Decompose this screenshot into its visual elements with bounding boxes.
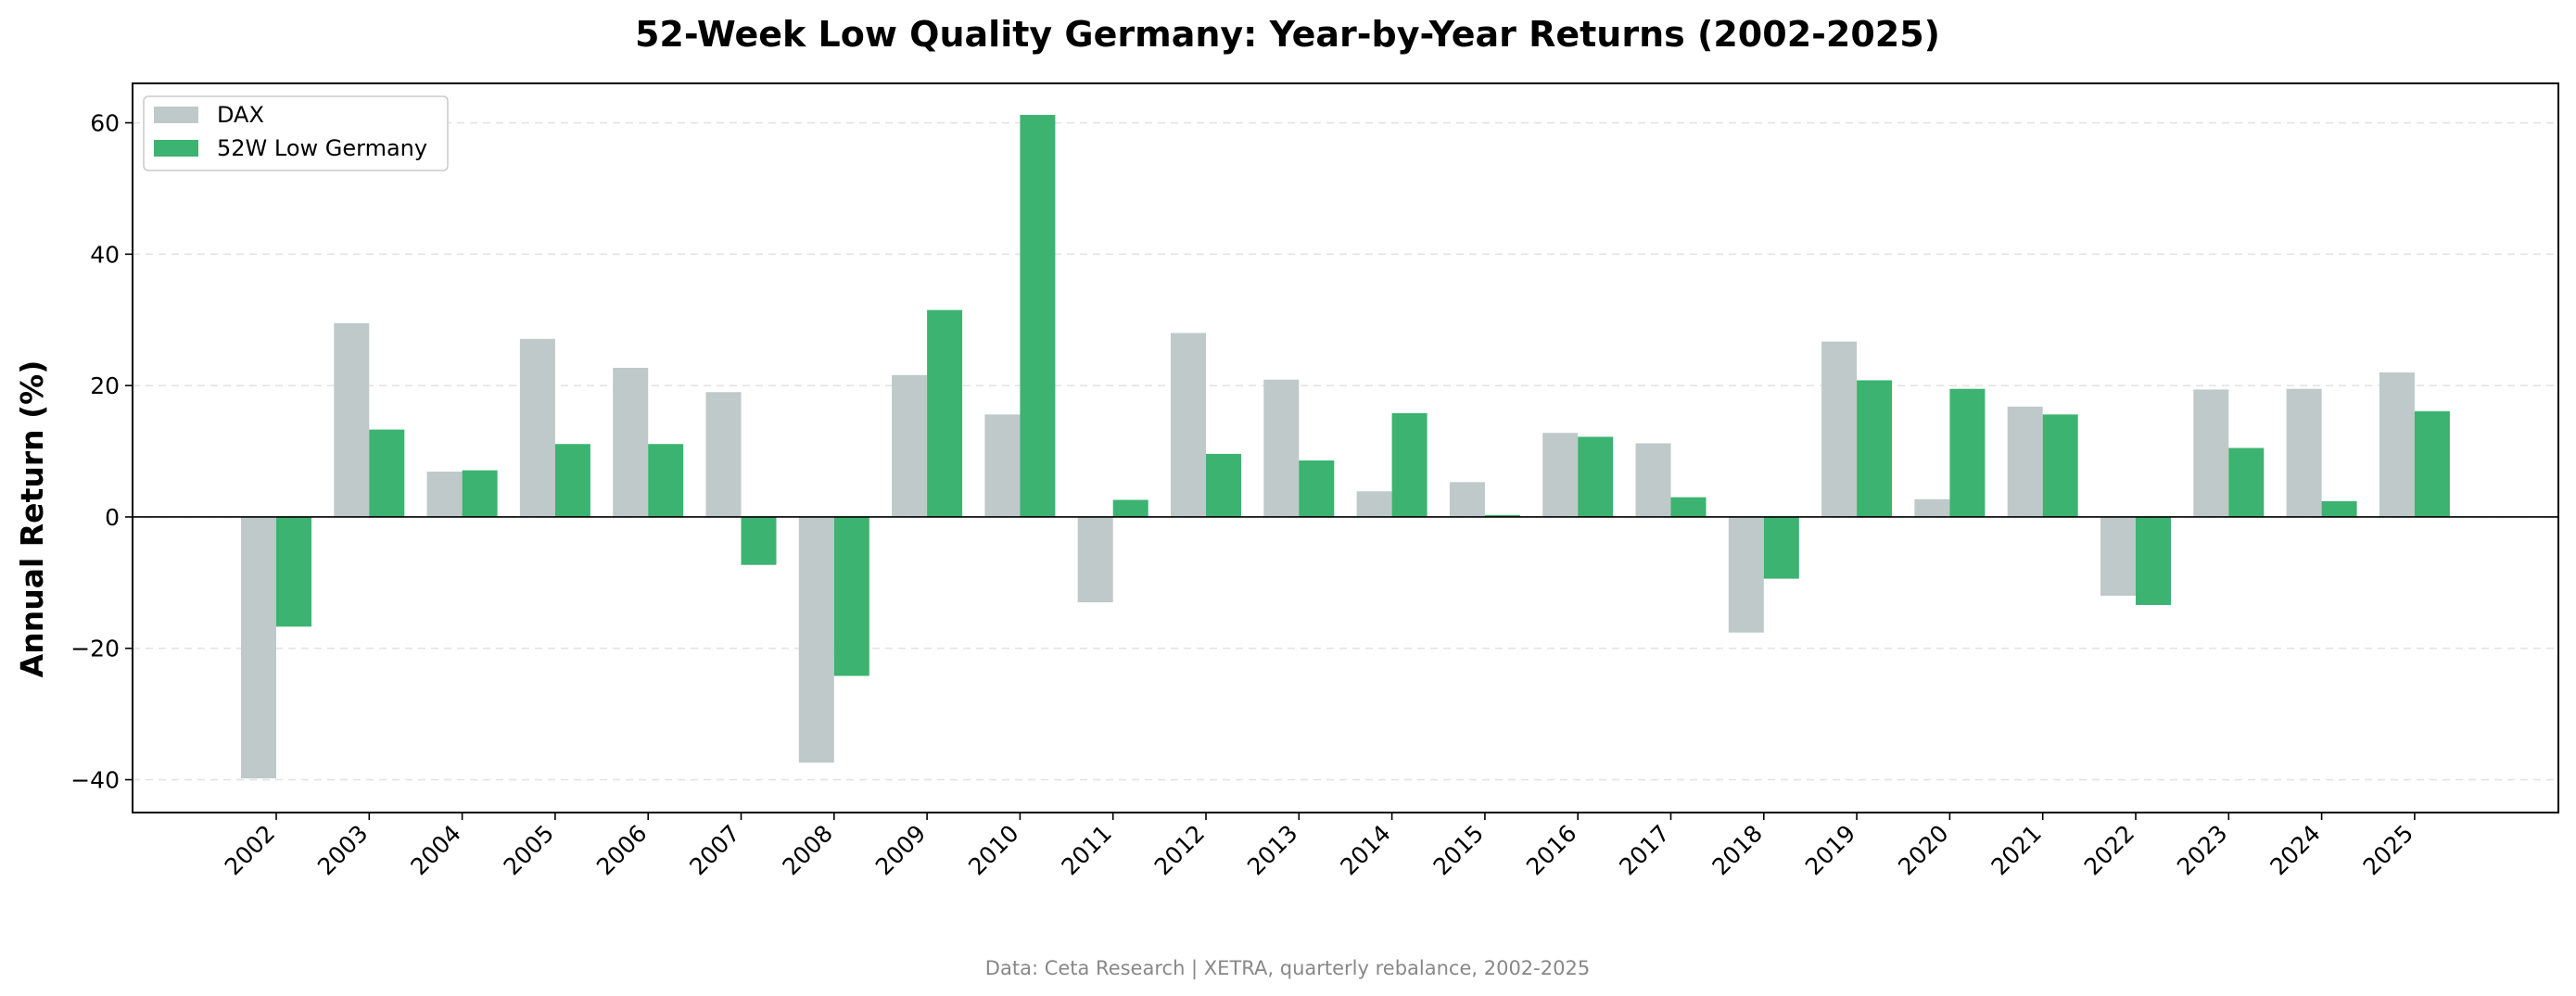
y-tick-label: 20 — [90, 372, 120, 399]
bar-52w-low-2020 — [1949, 388, 1986, 517]
y-tick-label: −20 — [70, 636, 120, 662]
bar-dax-2007 — [705, 392, 742, 517]
bar-52w-low-2023 — [2228, 448, 2265, 517]
bar-dax-2015 — [1449, 482, 1485, 517]
x-tick-label: 2014 — [1335, 820, 1395, 880]
bar-dax-2009 — [892, 374, 928, 517]
chart-title: 52-Week Low Quality Germany: Year-by-Yea… — [635, 14, 1940, 55]
bar-52w-low-2017 — [1670, 497, 1707, 517]
legend-label: DAX — [217, 102, 264, 128]
y-tick-label: −40 — [70, 767, 120, 794]
x-tick-label: 2021 — [1986, 820, 2046, 880]
x-tick-label: 2006 — [591, 820, 652, 880]
bar-dax-2008 — [798, 516, 834, 763]
bar-dax-2020 — [1914, 498, 1950, 517]
x-tick-label: 2015 — [1428, 820, 1489, 880]
footnote: Data: Ceta Research | XETRA, quarterly r… — [985, 957, 1590, 980]
x-tick-label: 2012 — [1149, 820, 1210, 880]
bar-dax-2016 — [1542, 433, 1579, 517]
x-tick-label: 2003 — [312, 820, 373, 880]
bar-dax-2005 — [519, 338, 555, 517]
x-tick-label: 2022 — [2079, 820, 2139, 880]
bar-52w-low-2018 — [1763, 516, 1799, 579]
y-tick-label: 60 — [90, 110, 120, 137]
x-axis: 2002 2003 2004 2005 2006 2007 2008 2009 2010 2011… — [220, 813, 2418, 880]
bar-dax-2025 — [2379, 372, 2415, 517]
bar-dax-2004 — [426, 472, 463, 517]
bar-dax-2017 — [1635, 443, 1671, 517]
x-tick-label: 2011 — [1056, 820, 1116, 880]
bar-52w-low-2016 — [1578, 436, 1614, 517]
bar-dax-2023 — [2193, 389, 2229, 517]
bar-dax-2019 — [1821, 341, 1858, 517]
bar-dax-2010 — [984, 414, 1021, 517]
bar-dax-2012 — [1171, 333, 1206, 517]
legend-box — [143, 95, 449, 171]
bar-52w-low-2024 — [2321, 500, 2357, 517]
bar-dax-2006 — [613, 368, 649, 517]
legend-swatch — [154, 140, 198, 157]
bar-52w-low-2012 — [1206, 453, 1241, 517]
x-tick-label: 2020 — [1893, 820, 1953, 880]
x-tick-label: 2009 — [870, 820, 931, 880]
bar-dax-2002 — [241, 516, 276, 779]
legend-swatch — [154, 107, 198, 123]
legend: DAX 52W Low Germany — [143, 95, 449, 171]
y-tick-label: 0 — [105, 504, 120, 531]
bar-52w-low-2010 — [1020, 115, 1056, 517]
x-tick-label: 2018 — [1707, 820, 1768, 880]
x-tick-label: 2004 — [405, 820, 465, 880]
y-axis: −40 −20 0 20 40 60 — [70, 110, 133, 794]
x-tick-label: 2013 — [1242, 820, 1302, 880]
bar-52w-low-2007 — [741, 516, 777, 565]
bar-dax-2014 — [1356, 491, 1392, 517]
x-tick-label: 2016 — [1521, 820, 1581, 880]
x-tick-label: 2019 — [1800, 820, 1860, 880]
legend-label: 52W Low Germany — [217, 135, 427, 161]
bar-dax-2021 — [2007, 406, 2043, 517]
bar-dax-2011 — [1077, 516, 1113, 603]
x-tick-label: 2010 — [963, 820, 1023, 880]
x-tick-label: 2007 — [684, 820, 744, 880]
bar-52w-low-2002 — [276, 516, 311, 627]
bar-52w-low-2014 — [1391, 412, 1428, 517]
x-tick-label: 2025 — [2358, 820, 2418, 880]
bar-52w-low-2005 — [554, 444, 590, 517]
bar-52w-low-2025 — [2414, 410, 2450, 517]
bar-dax-2003 — [334, 322, 370, 517]
bar-52w-low-2021 — [2042, 414, 2078, 517]
bar-52w-low-2008 — [833, 516, 869, 676]
y-axis-label: Annual Return (%) — [14, 360, 50, 678]
y-tick-label: 40 — [90, 241, 120, 268]
bar-dax-2013 — [1263, 379, 1300, 517]
bar-52w-low-2022 — [2136, 516, 2171, 605]
bar-52w-low-2015 — [1484, 514, 1520, 517]
bar-52w-low-2009 — [927, 309, 963, 517]
bar-52w-low-2006 — [648, 444, 684, 517]
x-tick-label: 2023 — [2172, 820, 2232, 880]
x-tick-label: 2017 — [1614, 820, 1674, 880]
x-tick-label: 2008 — [778, 820, 838, 880]
bar-dax-2024 — [2286, 388, 2322, 517]
bar-52w-low-2004 — [462, 470, 498, 517]
x-tick-label: 2024 — [2265, 820, 2325, 880]
bar-52w-low-2019 — [1857, 380, 1893, 517]
bar-52w-low-2013 — [1299, 460, 1335, 517]
x-tick-label: 2002 — [220, 820, 280, 880]
x-tick-label: 2005 — [499, 820, 559, 880]
plot-frame — [132, 82, 2559, 813]
bar-52w-low-2011 — [1112, 499, 1148, 517]
bar-dax-2018 — [1728, 516, 1764, 633]
bars — [241, 115, 2450, 779]
bar-52w-low-2003 — [369, 429, 405, 517]
bar-dax-2022 — [2100, 516, 2136, 597]
